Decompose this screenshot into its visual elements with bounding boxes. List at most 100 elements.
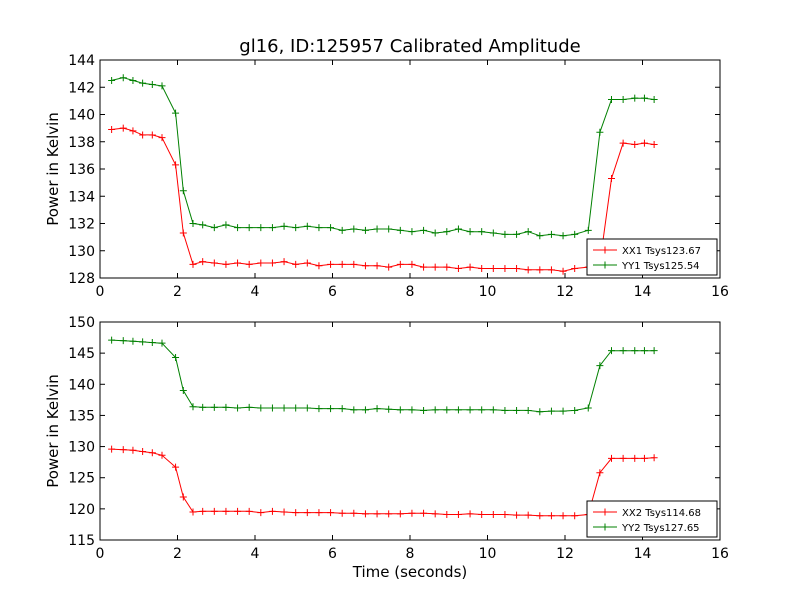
data-point — [513, 406, 521, 414]
data-point — [245, 403, 253, 411]
data-point — [234, 507, 242, 515]
data-point — [189, 260, 197, 268]
data-point — [608, 96, 615, 104]
top-plot-legend: XX1 Tsys123.67 YY1 Tsys125.54 — [586, 238, 718, 276]
data-point — [257, 224, 265, 232]
data-point — [129, 127, 137, 135]
data-point — [179, 229, 187, 237]
data-point — [608, 175, 615, 183]
data-point — [245, 260, 253, 268]
data-point — [524, 406, 532, 414]
data-point — [108, 76, 116, 84]
data-point — [172, 463, 180, 471]
data-point — [513, 511, 521, 519]
data-point — [631, 94, 639, 102]
data-point — [596, 362, 604, 370]
data-point — [189, 403, 197, 411]
data-point — [385, 263, 393, 271]
x-tick-label: 6 — [328, 546, 337, 562]
data-point — [608, 454, 615, 462]
data-point — [292, 224, 300, 232]
data-point — [650, 96, 658, 104]
data-point — [199, 403, 207, 411]
x-tick-label: 10 — [479, 546, 497, 562]
data-point — [292, 260, 300, 268]
data-point — [338, 226, 346, 234]
data-point — [640, 347, 648, 355]
top-series-line-2 — [111, 77, 655, 237]
data-point — [489, 229, 497, 237]
legend-box — [586, 500, 718, 538]
data-point — [513, 264, 521, 272]
data-point — [119, 74, 127, 82]
data-point — [257, 404, 265, 412]
y-tick-label: 130 — [68, 244, 95, 260]
data-point — [489, 406, 497, 414]
data-point — [619, 139, 627, 147]
data-point — [547, 266, 555, 274]
data-point — [385, 405, 393, 413]
data-point — [257, 509, 265, 517]
data-point — [158, 134, 166, 142]
x-tick-label: 12 — [556, 284, 574, 300]
y-tick-label: 120 — [68, 502, 95, 518]
data-point — [584, 404, 592, 412]
data-point — [119, 446, 127, 454]
data-point — [536, 266, 544, 274]
x-tick-label: 8 — [406, 284, 415, 300]
data-point — [222, 260, 230, 268]
data-point — [443, 228, 451, 236]
y-tick-label: 138 — [68, 135, 95, 151]
data-point — [148, 131, 156, 139]
data-point — [280, 404, 288, 412]
data-point — [408, 509, 416, 517]
legend-entry: XX2 Tsys114.68 — [593, 508, 701, 519]
bottom-plot: 0 2 4 6 8 10 12 14 16 115 120 125 130 135 140 145 150 Po… — [44, 315, 729, 581]
x-tick-label: 0 — [96, 546, 105, 562]
data-point — [547, 407, 555, 415]
data-point — [640, 454, 648, 462]
data-point — [108, 445, 116, 453]
data-point — [385, 510, 393, 518]
x-tick-label: 14 — [634, 284, 652, 300]
data-point — [396, 226, 404, 234]
x-tick-label: 16 — [711, 546, 729, 562]
x-tick-label: 4 — [251, 284, 260, 300]
data-point — [608, 347, 615, 355]
data-point — [234, 259, 242, 267]
data-point — [172, 109, 180, 117]
data-point — [596, 128, 604, 136]
top-series-line-1 — [111, 127, 655, 272]
data-point — [222, 403, 230, 411]
data-point — [303, 222, 311, 230]
data-point — [361, 406, 369, 414]
data-point — [257, 259, 265, 267]
data-point — [222, 507, 230, 515]
data-point — [361, 262, 369, 270]
x-tick-label: 10 — [479, 284, 497, 300]
y-tick-label: 142 — [68, 80, 95, 96]
data-point — [338, 509, 346, 517]
data-point — [158, 82, 166, 90]
data-point — [571, 230, 579, 238]
data-point — [478, 228, 486, 236]
data-point — [129, 76, 137, 84]
data-point — [280, 258, 288, 266]
data-point — [373, 262, 381, 270]
data-point — [139, 448, 147, 456]
data-point — [350, 509, 358, 517]
data-point — [631, 347, 639, 355]
data-point — [315, 509, 323, 517]
y-tick-label: 125 — [68, 471, 95, 487]
data-point — [420, 509, 428, 517]
x-tick-label: 2 — [173, 546, 182, 562]
data-point — [431, 510, 439, 518]
data-point — [619, 347, 627, 355]
data-point — [650, 347, 658, 355]
data-point — [466, 263, 474, 271]
data-point — [172, 161, 180, 169]
data-point — [524, 228, 532, 236]
data-point — [396, 406, 404, 414]
data-point — [619, 454, 627, 462]
data-point — [245, 507, 253, 515]
